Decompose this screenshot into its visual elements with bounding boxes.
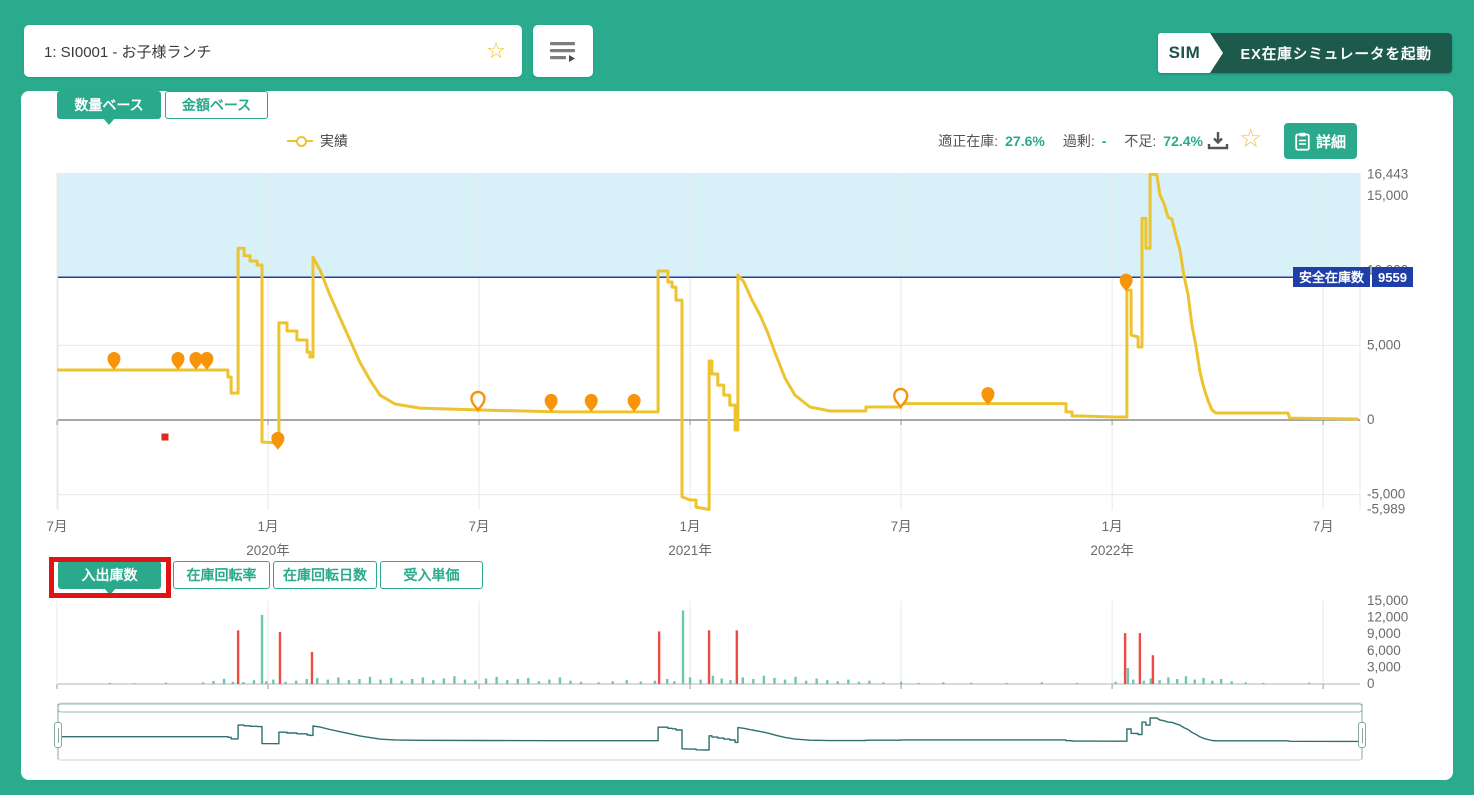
optimal-stock-value: 27.6% <box>1005 133 1045 149</box>
stock-ratio-stats: 適正在庫: 27.6% 過剰: - 不足: 72.4% <box>938 127 1203 155</box>
legend-actual: 実績 <box>287 127 348 155</box>
svg-text:1月: 1月 <box>680 519 701 534</box>
red-square-marker <box>161 433 169 441</box>
safety-stock-label: 安全在庫数 <box>1293 267 1371 287</box>
navigator-series-line <box>57 717 1359 751</box>
event-pin <box>107 351 121 370</box>
event-pin-open <box>470 390 486 413</box>
sim-badge: SIM <box>1158 33 1224 73</box>
download-button[interactable] <box>1207 131 1229 154</box>
item-selector-value: 1: SI0001 - お子様ランチ <box>44 43 212 61</box>
svg-text:7月: 7月 <box>1313 519 1334 534</box>
event-pin <box>200 351 214 370</box>
event-pin <box>544 393 558 412</box>
svg-text:-5,989: -5,989 <box>1367 501 1405 516</box>
item-list-menu-button[interactable] <box>533 25 593 77</box>
svg-text:15,000: 15,000 <box>1367 188 1408 203</box>
svg-text:6,000: 6,000 <box>1367 643 1401 658</box>
clipboard-icon <box>1295 132 1310 151</box>
event-pin <box>981 387 995 406</box>
sim-badge-label: SIM <box>1168 43 1201 62</box>
charts-canvas: 7月 1月 7月 1月 7月 1月 7月 2020年 2021年 2022年 16,443 15,00… <box>46 166 1408 761</box>
tab-turnover-rate[interactable]: 在庫回転率 <box>173 561 270 589</box>
svg-text:2022年: 2022年 <box>1090 543 1134 558</box>
simulator-launch-group[interactable]: SIM EX在庫シミュレータを起動 <box>1158 33 1452 73</box>
charts-layer: 7月 1月 7月 1月 7月 1月 7月 2020年 2021年 2022年 16,443 15,00… <box>21 91 1453 780</box>
shortage-label: 不足: <box>1124 133 1157 149</box>
svg-text:3,000: 3,000 <box>1367 659 1401 674</box>
launch-simulator-button[interactable]: EX在庫シミュレータを起動 <box>1210 33 1452 73</box>
excess-value: - <box>1101 133 1107 149</box>
event-pin-open <box>893 387 909 410</box>
safety-stock-value: 9559 <box>1372 267 1413 287</box>
tab-inout-quantity[interactable]: 入出庫数 <box>58 561 161 595</box>
svg-text:0: 0 <box>1367 412 1375 427</box>
svg-text:-5,000: -5,000 <box>1367 487 1405 502</box>
legend-actual-label: 実績 <box>320 133 348 149</box>
svg-text:15,000: 15,000 <box>1367 593 1408 608</box>
svg-text:7月: 7月 <box>469 519 490 534</box>
tab-amount-base[interactable]: 金額ベース <box>165 91 268 119</box>
item-favorite-star-icon[interactable]: ☆ <box>486 38 506 63</box>
download-icon <box>1207 132 1229 150</box>
inventory-chart-card: 数量ベース 金額ベース 実績 適正在庫: 27.6% 過剰: - 不足: 72.… <box>21 91 1453 780</box>
event-pin <box>171 351 185 370</box>
tab-quantity-base[interactable]: 数量ベース <box>57 91 161 125</box>
navigator-range-bar <box>57 703 1363 713</box>
shortage-value: 72.4% <box>1163 133 1203 149</box>
svg-text:5,000: 5,000 <box>1367 337 1401 352</box>
event-pin <box>627 393 641 412</box>
event-pin <box>1119 273 1133 292</box>
list-menu-icon <box>550 42 575 62</box>
navigator-left-handle[interactable] <box>54 722 62 748</box>
navigator-box <box>57 702 1363 761</box>
item-selector[interactable]: 1: SI0001 - お子様ランチ ☆ <box>24 25 522 77</box>
svg-text:2021年: 2021年 <box>668 543 712 558</box>
safety-stock-badge: 安全在庫数 9559 <box>1293 267 1413 287</box>
svg-text:1月: 1月 <box>1102 519 1123 534</box>
svg-text:16,443: 16,443 <box>1367 166 1408 181</box>
excess-label: 過剰: <box>1062 133 1095 149</box>
svg-text:7月: 7月 <box>891 519 912 534</box>
svg-text:1月: 1月 <box>258 519 279 534</box>
tab-turnover-days[interactable]: 在庫回転日数 <box>273 561 377 589</box>
svg-text:9,000: 9,000 <box>1367 626 1401 641</box>
svg-text:0: 0 <box>1367 676 1375 691</box>
event-pin <box>271 431 285 450</box>
over-safety-band <box>58 173 1360 278</box>
event-pin <box>189 351 203 370</box>
detail-button[interactable]: 詳細 <box>1284 123 1357 159</box>
svg-text:12,000: 12,000 <box>1367 610 1408 625</box>
chart-favorite-star-icon[interactable]: ☆ <box>1239 123 1263 153</box>
tab-receiving-unit-price[interactable]: 受入単価 <box>380 561 483 589</box>
svg-text:2020年: 2020年 <box>246 543 290 558</box>
actual-series-marker-icon <box>287 136 313 146</box>
optimal-stock-label: 適正在庫: <box>938 133 999 149</box>
event-pin <box>584 393 598 412</box>
svg-text:7月: 7月 <box>46 519 67 534</box>
detail-button-label: 詳細 <box>1315 133 1346 151</box>
navigator-right-handle[interactable] <box>1358 722 1366 748</box>
actual-inventory-line <box>57 173 1359 511</box>
